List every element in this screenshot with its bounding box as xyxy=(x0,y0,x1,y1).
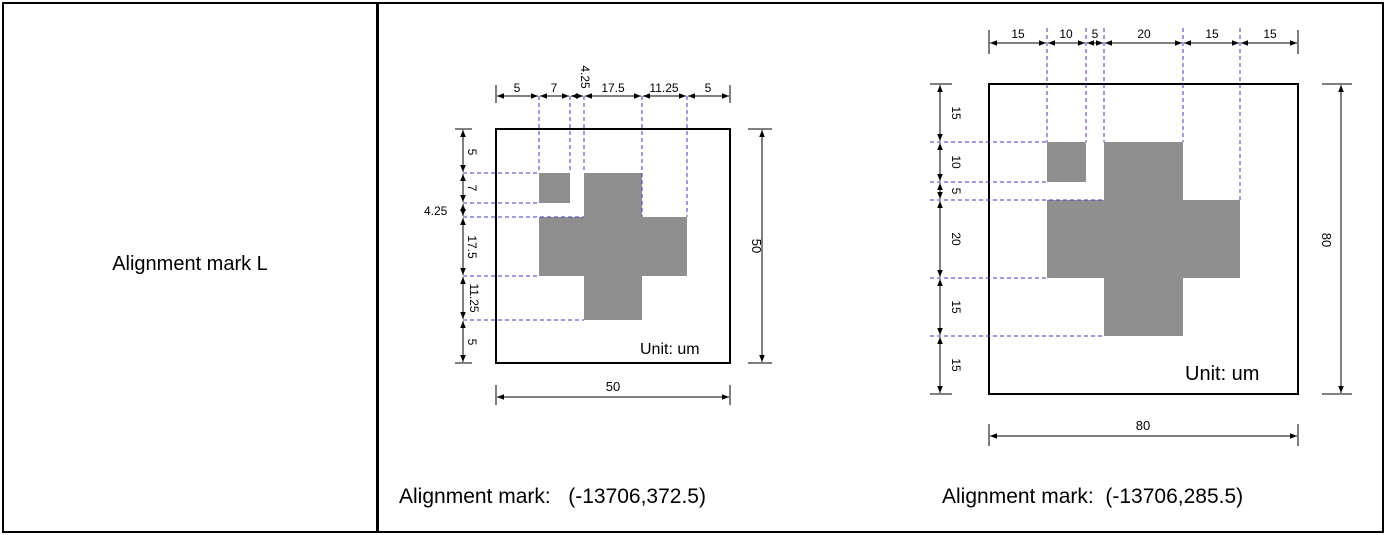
row-label: Alignment mark L xyxy=(112,253,268,275)
large-left-dim-3: 5 xyxy=(949,188,963,195)
large-top-dim-5: 15 xyxy=(1205,27,1219,41)
large-top-dim-2: 10 xyxy=(1059,27,1073,41)
caption-right: Alignment mark: (-13706,285.5) xyxy=(942,485,1244,508)
small-mark-cross xyxy=(539,173,687,320)
large-left-dim-4: 20 xyxy=(949,232,963,246)
small-left-dim-3: 4.25 xyxy=(424,204,448,218)
small-top-dim-6: 5 xyxy=(705,81,712,95)
small-mark-diagram: 5 7 4.25 17.5 11.25 5 5 7 4.25 17.5 11.2… xyxy=(424,65,772,405)
small-mark-outline xyxy=(495,128,731,364)
small-left-dim-1: 5 xyxy=(465,149,479,156)
large-left-dim-6: 15 xyxy=(949,358,963,372)
large-mark-square xyxy=(1047,142,1086,182)
large-right-dimension xyxy=(1322,83,1352,395)
large-top-dim-1: 15 xyxy=(1011,27,1025,41)
small-top-dim-5: 11.25 xyxy=(649,81,678,95)
large-mark-cross xyxy=(1047,142,1240,336)
small-top-dim-3: 4.25 xyxy=(578,65,592,89)
small-left-dim-4: 17.5 xyxy=(465,235,479,259)
large-top-dim-3: 5 xyxy=(1092,27,1099,41)
small-top-dim-4: 17.5 xyxy=(601,81,625,95)
large-bottom-dim: 80 xyxy=(1136,418,1150,433)
large-unit-label: Unit: um xyxy=(1185,363,1259,385)
row-label-cell: Alignment mark L xyxy=(4,4,376,531)
small-unit-label: Unit: um xyxy=(640,341,700,358)
large-vertical-guides xyxy=(1046,28,1241,200)
large-mark-outline xyxy=(988,83,1299,395)
large-left-dim-1: 15 xyxy=(949,106,963,120)
column-divider xyxy=(376,4,379,531)
caption-left: Alignment mark: (-13706,372.5) xyxy=(399,485,706,508)
small-bottom-dim: 50 xyxy=(606,379,620,394)
small-top-dimensions xyxy=(495,85,731,103)
small-top-dim-1: 5 xyxy=(514,81,521,95)
large-horizontal-guides xyxy=(930,141,1104,337)
small-vertical-guides xyxy=(538,96,688,217)
large-left-dim-2: 10 xyxy=(949,155,963,169)
large-right-dim: 80 xyxy=(1319,233,1334,247)
small-horizontal-guides xyxy=(463,172,584,321)
large-mark-diagram: 15 10 5 20 15 15 15 10 5 20 15 15 80 xyxy=(930,27,1352,446)
small-right-dimension xyxy=(748,128,772,364)
small-bottom-dimension xyxy=(495,385,731,405)
large-left-dimensions xyxy=(930,83,952,395)
large-top-dimensions xyxy=(988,30,1299,54)
large-left-dim-5: 15 xyxy=(949,300,963,314)
small-left-dim-2: 7 xyxy=(465,185,479,192)
small-right-dim: 50 xyxy=(749,239,764,253)
small-left-dim-6: 5 xyxy=(465,339,479,346)
small-mark-square xyxy=(539,173,570,203)
large-top-dim-4: 20 xyxy=(1137,27,1151,41)
large-bottom-dimension xyxy=(988,424,1299,446)
large-top-dim-6: 15 xyxy=(1263,27,1277,41)
small-top-dim-2: 7 xyxy=(551,81,558,95)
small-left-dim-5: 11.25 xyxy=(467,283,481,312)
small-left-dimensions xyxy=(455,128,472,364)
